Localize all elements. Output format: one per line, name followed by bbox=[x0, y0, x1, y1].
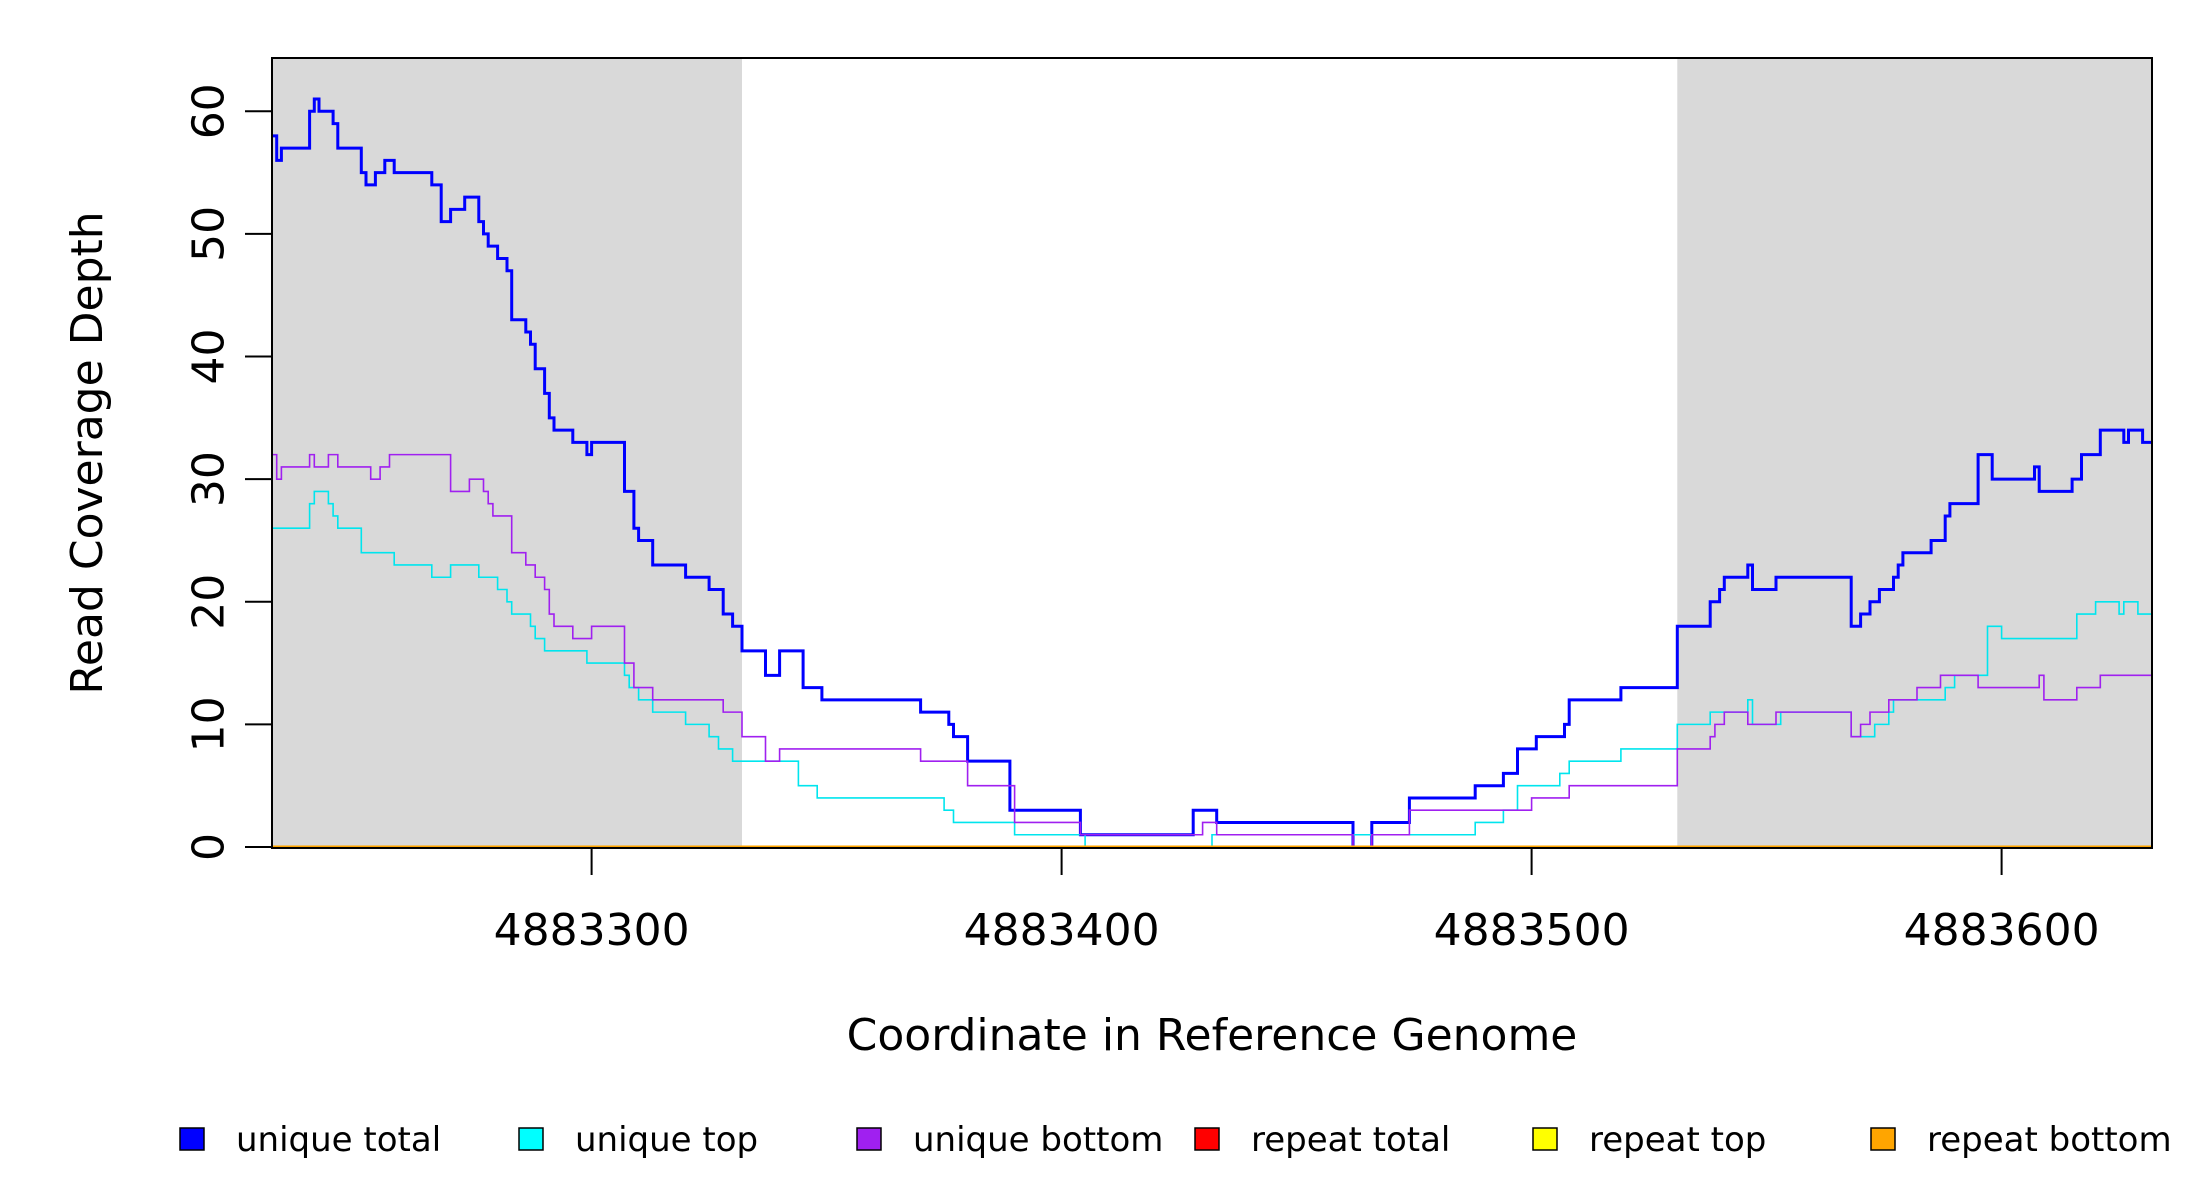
y-tick-label: 20 bbox=[183, 574, 234, 630]
y-tick-label: 30 bbox=[183, 451, 234, 507]
legend-item-unique-total: unique total bbox=[179, 1120, 441, 1160]
y-axis-title: Read Coverage Depth bbox=[62, 211, 113, 694]
legend-item-repeat-total: repeat total bbox=[1194, 1120, 1450, 1160]
x-tick-label: 4883500 bbox=[1434, 905, 1630, 956]
legend: unique total unique top unique bottom repea… bbox=[179, 1120, 2172, 1160]
x-tick-label: 4883300 bbox=[494, 905, 690, 956]
legend-swatch bbox=[1194, 1127, 1220, 1151]
legend-item-unique-bottom: unique bottom bbox=[856, 1120, 1163, 1160]
legend-swatch bbox=[1870, 1127, 1896, 1151]
y-tick-label: 60 bbox=[183, 83, 234, 139]
y-tick-label: 50 bbox=[183, 206, 234, 262]
shaded-region-1 bbox=[272, 58, 742, 848]
x-tick-label: 4883400 bbox=[964, 905, 1160, 956]
legend-item-unique-top: unique top bbox=[518, 1120, 758, 1160]
shaded-region-2 bbox=[1677, 58, 2152, 848]
legend-label: unique top bbox=[575, 1120, 758, 1160]
legend-item-repeat-bottom: repeat bottom bbox=[1870, 1120, 2172, 1160]
y-tick-label: 0 bbox=[183, 833, 234, 861]
legend-item-repeat-top: repeat top bbox=[1532, 1120, 1766, 1160]
legend-label: repeat top bbox=[1589, 1120, 1766, 1160]
y-tick-label: 40 bbox=[183, 329, 234, 385]
legend-label: unique total bbox=[236, 1120, 441, 1160]
legend-label: repeat bottom bbox=[1927, 1120, 2172, 1160]
legend-swatch bbox=[1532, 1127, 1558, 1151]
legend-swatch bbox=[856, 1127, 882, 1151]
legend-label: unique bottom bbox=[913, 1120, 1163, 1160]
x-axis-title: Coordinate in Reference Genome bbox=[847, 1010, 1578, 1061]
axes: 0 10 20 30 40 50 60 4883300 4883400 4883500 488360… bbox=[183, 83, 2099, 956]
legend-swatch bbox=[179, 1127, 205, 1151]
x-tick-label: 4883600 bbox=[1904, 905, 2100, 956]
series-line-unique-total bbox=[272, 97, 2152, 849]
legend-swatch bbox=[518, 1127, 544, 1151]
y-tick-label: 10 bbox=[183, 696, 234, 752]
shaded-regions bbox=[272, 58, 2152, 848]
series-line-unique-bottom bbox=[272, 453, 2152, 848]
legend-label: repeat total bbox=[1251, 1120, 1450, 1160]
